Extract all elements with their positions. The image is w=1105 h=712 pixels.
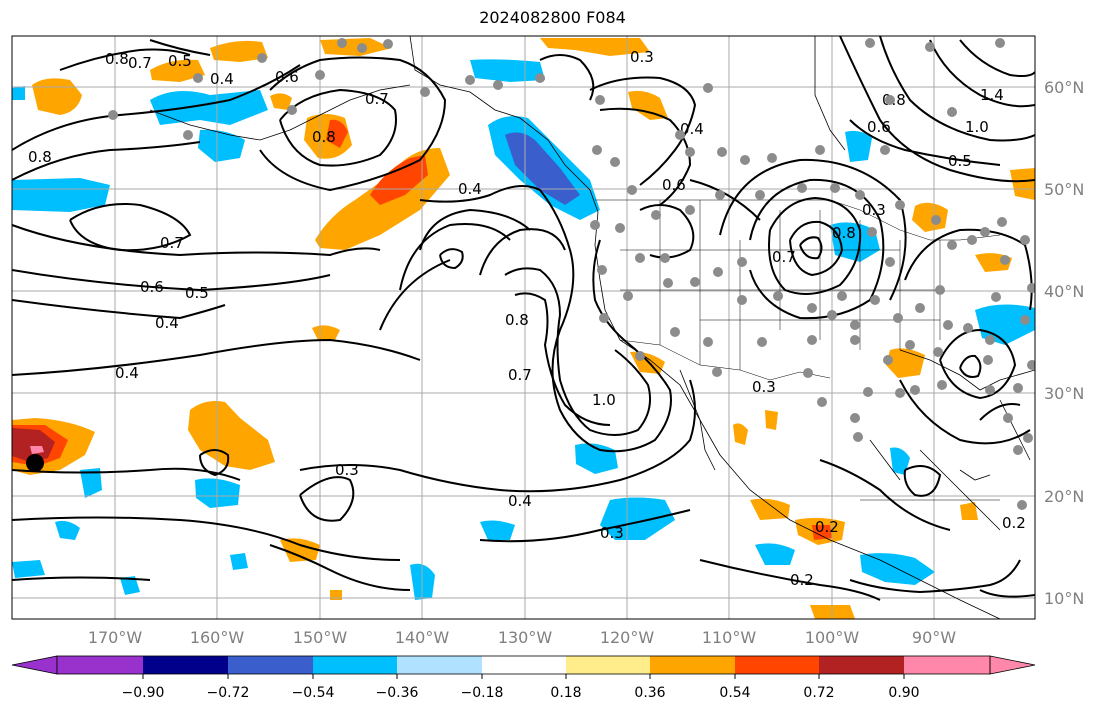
colorbar-extend-high xyxy=(989,655,1036,675)
lon-label: 170°W xyxy=(88,628,143,647)
lon-label: 120°W xyxy=(600,628,655,647)
lon-label: 140°W xyxy=(395,628,450,647)
contour-label: 0.7 xyxy=(772,248,796,266)
contour-label: 0.2 xyxy=(790,571,814,589)
colorbar: −0.90 −0.72 −0.54 −0.36 −0.18 0.18 0.36 … xyxy=(11,655,1036,701)
colorbar-tick-label: 0.36 xyxy=(634,685,665,701)
map-plot-area[interactable]: 0.8 0.7 0.5 0.4 0.6 0.7 0.8 0.8 0.7 0.6 … xyxy=(11,35,1037,620)
lon-label: 130°W xyxy=(498,628,553,647)
contour-label: 0.8 xyxy=(505,311,529,329)
contour-label: 0.5 xyxy=(168,52,192,70)
colorbar-frame xyxy=(56,655,991,675)
contour-label: 0.6 xyxy=(140,278,164,296)
contour-lines xyxy=(12,36,1035,601)
contour-label: 0.8 xyxy=(28,148,52,166)
contour-label: 0.4 xyxy=(115,364,139,382)
contour-label: 0.2 xyxy=(1002,514,1026,532)
lon-label: 100°W xyxy=(805,628,860,647)
lon-label: 110°W xyxy=(702,628,757,647)
colorbar-tick-label: −0.72 xyxy=(207,685,250,701)
colorbar-tick-label: −0.54 xyxy=(292,685,335,701)
lat-label: 30°N xyxy=(1044,384,1084,403)
lat-label: 20°N xyxy=(1044,487,1084,506)
contour-label: 0.4 xyxy=(458,180,482,198)
contour-label: 0.4 xyxy=(508,492,532,510)
colorbar-extend-low xyxy=(11,655,58,675)
colorbar-tick-label: −0.18 xyxy=(461,685,504,701)
contour-label: 1.0 xyxy=(965,118,989,136)
colorbar-bin xyxy=(735,656,819,674)
colorbar-bin xyxy=(650,656,735,674)
contour-label: 0.7 xyxy=(160,234,184,252)
contour-label: 0.7 xyxy=(508,366,532,384)
lat-label: 60°N xyxy=(1044,78,1084,97)
lon-label: 150°W xyxy=(293,628,348,647)
colorbar-bin xyxy=(397,656,482,674)
contour-label: 0.4 xyxy=(680,120,704,138)
contour-label: 0.3 xyxy=(630,48,654,66)
black-marker xyxy=(26,454,44,472)
colorbar-bin xyxy=(228,656,313,674)
contour-label: 1.0 xyxy=(592,391,616,409)
lat-axis-labels: 60°N 50°N 40°N 30°N 20°N 10°N xyxy=(1044,78,1084,608)
contour-label: 0.7 xyxy=(128,54,152,72)
contour-label: 1.4 xyxy=(980,86,1004,104)
contour-label: 0.3 xyxy=(862,201,886,219)
colorbar-bin xyxy=(313,656,397,674)
colorbar-bin xyxy=(482,656,566,674)
contour-label: 0.5 xyxy=(948,152,972,170)
contour-label: 0.3 xyxy=(752,378,776,396)
contour-label: 0.8 xyxy=(312,128,336,146)
colorbar-bin xyxy=(819,656,904,674)
contour-label: 0.3 xyxy=(600,524,624,542)
contour-label: 0.6 xyxy=(867,118,891,136)
map-title: 2024082800 F084 xyxy=(479,8,626,27)
contour-label: 0.6 xyxy=(662,176,686,194)
lat-label: 40°N xyxy=(1044,282,1084,301)
colorbar-bin xyxy=(566,656,650,674)
colorbar-tick-label: −0.90 xyxy=(122,685,165,701)
colorbar-bin xyxy=(143,656,228,674)
contour-label: 0.8 xyxy=(105,50,129,68)
colorbar-bin xyxy=(904,656,990,674)
colorbar-tick-label: 0.72 xyxy=(803,685,834,701)
contour-label: 0.8 xyxy=(832,224,856,242)
lat-label: 50°N xyxy=(1044,180,1084,199)
lon-label: 160°W xyxy=(190,628,245,647)
lon-label: 90°W xyxy=(912,628,956,647)
contour-label: 0.5 xyxy=(185,284,209,302)
contour-label: 0.7 xyxy=(365,90,389,108)
colorbar-tick-label: 0.54 xyxy=(719,685,750,701)
colorbar-tick-label: 0.18 xyxy=(550,685,581,701)
colorbar-tick-label: −0.36 xyxy=(376,685,419,701)
coastlines xyxy=(149,36,1035,619)
map-frame xyxy=(11,35,1036,620)
station-markers xyxy=(108,38,1035,510)
contour-label: 0.3 xyxy=(335,461,359,479)
lat-label: 10°N xyxy=(1044,589,1084,608)
contour-labels: 0.8 0.7 0.5 0.4 0.6 0.7 0.8 0.8 0.7 0.6 … xyxy=(28,48,1026,589)
contour-label: 0.6 xyxy=(275,68,299,86)
contour-label: 0.4 xyxy=(155,314,179,332)
colorbar-tick-label: 0.90 xyxy=(888,685,919,701)
colorbar-bin xyxy=(57,656,143,674)
contour-label: 0.4 xyxy=(210,70,234,88)
contour-label: 0.2 xyxy=(815,518,839,536)
lon-axis-labels: 170°W 160°W 150°W 140°W 130°W 120°W 110°… xyxy=(88,628,956,647)
